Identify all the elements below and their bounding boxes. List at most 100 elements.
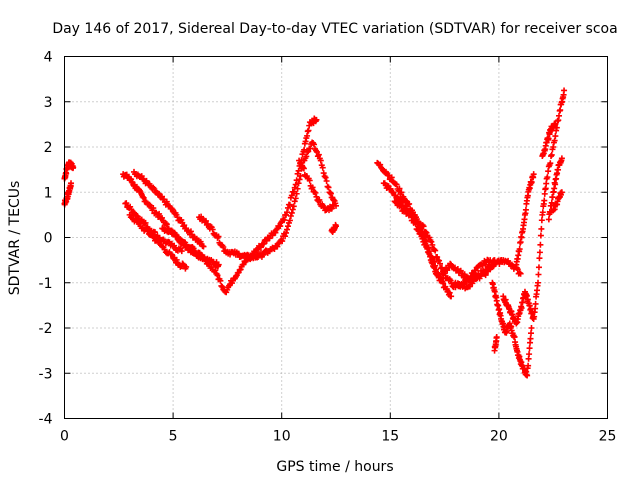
data-point xyxy=(291,184,298,191)
data-point xyxy=(523,292,530,299)
data-point xyxy=(440,271,447,278)
data-point xyxy=(548,151,555,158)
data-point xyxy=(142,198,149,205)
x-tick-label: 10 xyxy=(273,429,291,445)
data-point xyxy=(330,202,337,209)
data-point xyxy=(388,174,395,181)
data-point xyxy=(286,201,293,208)
data-point xyxy=(387,185,394,192)
data-point xyxy=(293,190,300,197)
data-point xyxy=(551,185,558,192)
data-point xyxy=(457,267,464,274)
data-point xyxy=(393,181,400,188)
data-point xyxy=(420,223,427,230)
data-point xyxy=(300,165,307,172)
series-sat-l xyxy=(380,180,444,284)
data-point xyxy=(163,198,170,205)
data-point xyxy=(181,222,188,229)
data-point xyxy=(432,247,439,254)
data-point xyxy=(538,225,545,232)
data-point xyxy=(511,333,518,340)
data-point xyxy=(152,229,158,236)
data-point xyxy=(534,279,541,286)
data-point xyxy=(527,335,534,342)
data-point xyxy=(429,241,436,248)
data-point xyxy=(496,306,503,313)
data-point xyxy=(448,293,455,300)
data-point xyxy=(324,183,331,190)
data-point xyxy=(303,153,310,160)
series-sat-j xyxy=(328,221,339,235)
data-point xyxy=(183,263,190,270)
data-point xyxy=(278,237,285,244)
data-point xyxy=(525,362,532,369)
data-point xyxy=(319,164,326,171)
series-sat-b xyxy=(61,180,75,208)
data-point xyxy=(202,257,209,264)
y-tick-label: 1 xyxy=(44,185,53,201)
data-point xyxy=(315,151,322,158)
data-point xyxy=(279,238,286,245)
data-point xyxy=(287,213,294,220)
data-point xyxy=(313,193,320,200)
data-point xyxy=(156,210,163,217)
series-sat-p xyxy=(489,279,535,379)
data-point xyxy=(460,281,467,288)
series-sat-a xyxy=(61,159,77,182)
plot-frame xyxy=(64,56,608,419)
data-point xyxy=(537,232,544,239)
data-point xyxy=(514,266,521,273)
data-point xyxy=(280,216,287,223)
y-tick-label: -4 xyxy=(39,412,53,428)
data-point xyxy=(140,194,147,201)
data-point xyxy=(289,206,296,213)
data-point xyxy=(438,264,445,271)
data-point xyxy=(536,255,543,262)
data-point xyxy=(398,203,405,210)
data-point xyxy=(218,282,225,289)
data-point xyxy=(423,229,430,236)
data-point xyxy=(320,170,327,177)
data-point xyxy=(123,200,130,207)
data-point xyxy=(434,254,441,261)
data-point xyxy=(260,240,267,247)
data-point xyxy=(557,107,564,114)
data-point xyxy=(220,244,227,251)
series-sat-o xyxy=(452,257,498,292)
data-point xyxy=(217,277,224,284)
data-point xyxy=(526,351,533,358)
data-point xyxy=(536,249,543,256)
data-point xyxy=(142,219,149,226)
data-point xyxy=(317,157,324,164)
data-point xyxy=(163,221,170,228)
y-tick-label: 0 xyxy=(44,231,53,247)
data-point xyxy=(68,180,75,187)
data-point xyxy=(215,233,222,240)
data-point xyxy=(311,189,318,196)
points-layer xyxy=(61,87,568,379)
data-point xyxy=(309,184,316,191)
data-point xyxy=(150,205,157,212)
data-point xyxy=(178,248,185,255)
data-point xyxy=(528,325,535,331)
data-point xyxy=(304,149,311,156)
data-point xyxy=(174,214,181,221)
series-sat-s xyxy=(513,171,537,268)
data-point xyxy=(537,241,544,248)
data-point xyxy=(322,174,329,181)
data-point xyxy=(469,280,476,287)
series-sat-i xyxy=(296,157,337,214)
y-tick-label: -2 xyxy=(39,321,53,337)
data-point xyxy=(168,251,175,258)
data-point xyxy=(447,260,454,267)
data-point xyxy=(428,238,435,245)
data-point xyxy=(281,217,288,224)
data-point xyxy=(545,135,552,142)
y-tick-label: 2 xyxy=(44,140,53,156)
data-point xyxy=(544,174,551,181)
data-point xyxy=(530,171,537,178)
data-point xyxy=(419,235,426,242)
data-point xyxy=(312,189,319,196)
data-point xyxy=(436,257,443,264)
data-point xyxy=(516,269,523,276)
